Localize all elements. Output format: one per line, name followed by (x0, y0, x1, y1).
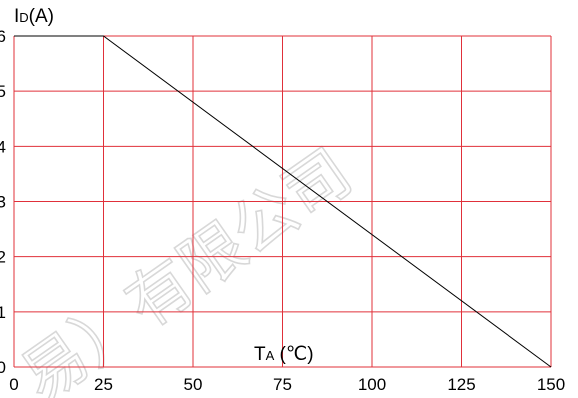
x-tick-label: 150 (537, 375, 565, 394)
x-tick-label: 100 (358, 375, 386, 394)
series-layer (14, 35, 552, 368)
y-tick-label: 1 (0, 303, 6, 322)
y-tick-label: 3 (0, 193, 6, 212)
x-axis-label: TA (℃) (254, 344, 314, 365)
x-axis-label-unit: (℃) (274, 344, 313, 365)
x-tick-label: 125 (447, 375, 475, 394)
y-tick-label: 5 (0, 82, 6, 101)
x-tick-label: 0 (9, 375, 18, 394)
x-tick-labels: 0 25 50 75 100 125 150 (9, 375, 565, 394)
y-axis-label-unit: (A) (29, 6, 54, 27)
x-tick-label: 50 (184, 375, 203, 394)
y-tick-label: 0 (0, 358, 6, 377)
y-tick-labels: 0 1 2 3 4 5 6 (0, 27, 6, 377)
x-tick-label: 25 (94, 375, 113, 394)
x-axis-label-sub: A (266, 348, 275, 363)
x-axis-label-main: T (254, 344, 266, 365)
y-tick-label: 6 (0, 27, 6, 46)
y-tick-label: 2 (0, 248, 6, 267)
x-tick-label: 75 (273, 375, 292, 394)
y-axis-label-sub: D (19, 10, 28, 25)
grid (13, 35, 552, 368)
y-tick-label: 4 (0, 137, 6, 156)
y-axis-label: ID(A) (14, 6, 54, 27)
series-line (14, 35, 552, 368)
y-axis-label-main: I (14, 6, 19, 27)
